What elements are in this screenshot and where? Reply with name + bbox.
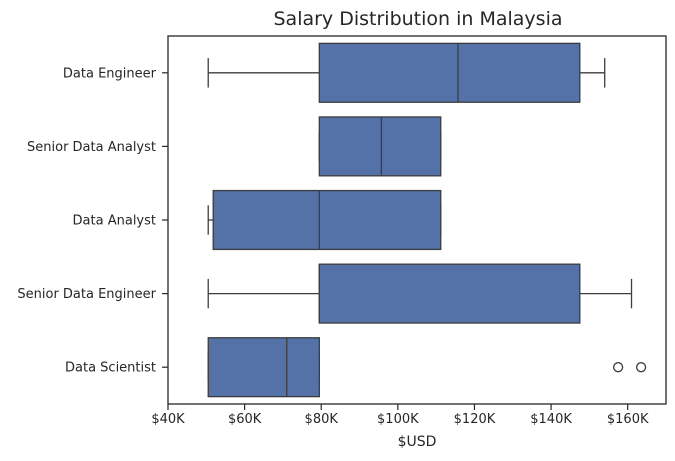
x-tick-label-4: $120K (454, 412, 496, 427)
iqr-box-data-scientist (207, 337, 320, 398)
y-tick-label-data-analyst: Data Analyst (73, 214, 156, 229)
x-tick-label-6: $160K (607, 412, 649, 427)
outlier-data-scientist-0 (612, 362, 624, 373)
box-data-analyst (207, 189, 442, 251)
x-axis: $40K $60K $80K $100K $120K $140K $160K (151, 404, 649, 427)
iqr-box-data-engineer (318, 42, 581, 103)
box-senior-data-analyst (318, 116, 442, 177)
x-axis-label: $USD (398, 434, 437, 450)
x-tick-label-3: $100K (377, 412, 419, 427)
outlier-data-scientist-1 (635, 362, 647, 373)
x-tick-label-0: $40K (151, 412, 185, 427)
x-tick-label-2: $80K (305, 412, 339, 427)
box-data-engineer (207, 42, 606, 103)
iqr-box-data-analyst (212, 189, 442, 251)
iqr-box-senior-data-engineer (318, 263, 581, 324)
plot-area (207, 42, 647, 398)
iqr-box-senior-data-analyst (318, 116, 442, 177)
chart-title: Salary Distribution in Malaysia (274, 8, 563, 30)
y-axis: Data Engineer Senior Data Analyst Data Ana… (17, 66, 168, 376)
y-tick-label-senior-data-engineer: Senior Data Engineer (17, 287, 156, 302)
x-tick-label-5: $140K (530, 412, 572, 427)
x-tick-label-1: $60K (228, 412, 262, 427)
box-data-scientist (207, 337, 647, 398)
box-senior-data-engineer (207, 263, 633, 324)
y-tick-label-data-scientist: Data Scientist (65, 361, 156, 376)
y-tick-label-senior-data-analyst: Senior Data Analyst (27, 140, 156, 155)
y-tick-label-data-engineer: Data Engineer (63, 66, 157, 81)
